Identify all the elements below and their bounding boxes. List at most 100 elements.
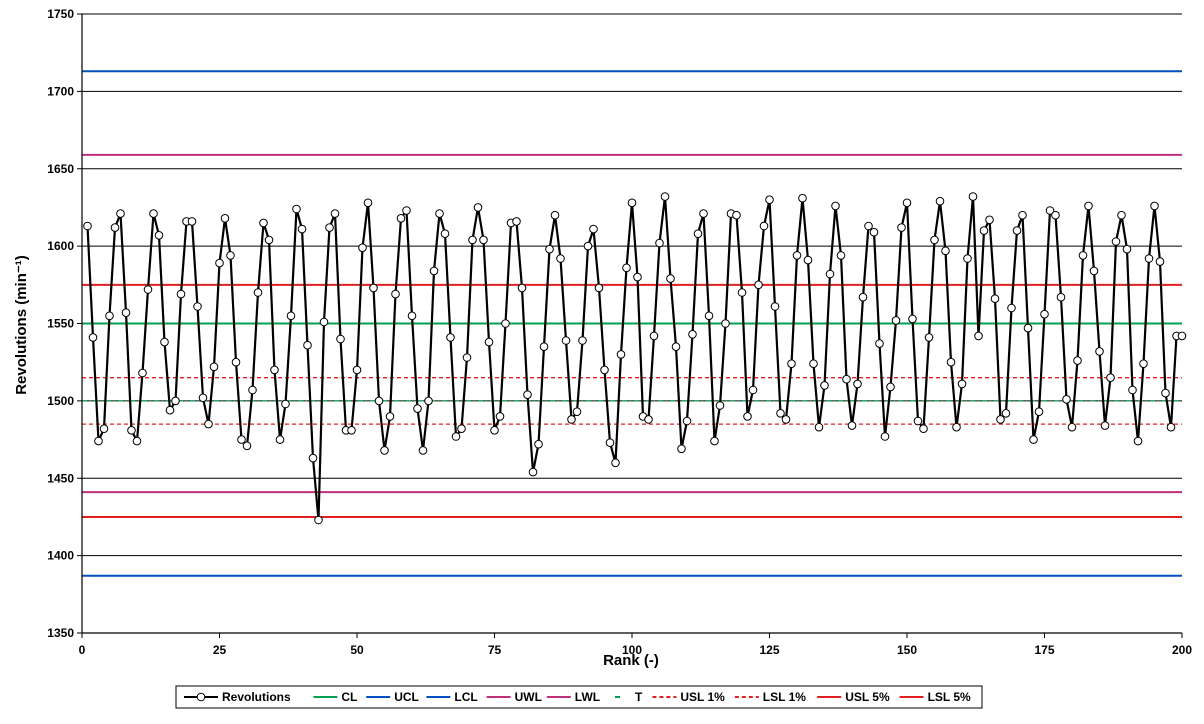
- x-tick-label: 75: [488, 643, 502, 657]
- revolutions-point: [330, 209, 340, 218]
- revolutions-point: [209, 362, 219, 372]
- revolutions-point: [127, 426, 136, 435]
- revolutions-point: [688, 330, 697, 339]
- revolutions-point: [193, 302, 202, 311]
- revolutions-point: [187, 217, 197, 226]
- revolutions-point: [1034, 407, 1044, 417]
- legend-label-cl: CL: [341, 690, 357, 704]
- revolutions-point: [297, 224, 307, 234]
- revolutions-point: [792, 251, 802, 260]
- revolutions-point: [154, 231, 164, 240]
- revolutions-point: [814, 422, 824, 432]
- y-tick-label: 1600: [47, 239, 74, 253]
- revolutions-point: [1018, 210, 1027, 220]
- revolutions-point: [710, 436, 719, 446]
- revolutions-point: [204, 419, 213, 429]
- revolutions-point: [649, 331, 659, 341]
- revolutions-point: [1029, 435, 1038, 444]
- legend-label-lsl-1: LSL 1%: [763, 690, 806, 704]
- revolutions-point: [385, 412, 395, 421]
- revolutions-point: [517, 283, 527, 293]
- revolutions-point: [523, 390, 532, 400]
- revolutions-point: [605, 438, 615, 448]
- revolutions-point: [864, 221, 873, 231]
- revolutions-point: [275, 435, 285, 444]
- revolutions-point: [1100, 421, 1110, 430]
- revolutions-point: [468, 235, 477, 245]
- revolutions-point: [231, 357, 241, 367]
- x-tick-label: 50: [350, 643, 364, 657]
- revolutions-point: [847, 421, 857, 430]
- revolutions-point: [1062, 395, 1071, 404]
- revolutions-point: [374, 396, 384, 406]
- revolutions-point: [1084, 201, 1093, 211]
- revolutions-point: [743, 412, 752, 421]
- revolutions-point: [237, 435, 246, 444]
- y-tick-label: 1750: [47, 7, 74, 21]
- revolutions-point: [600, 365, 609, 375]
- revolutions-point: [858, 292, 868, 302]
- legend-label-ucl: UCL: [394, 690, 419, 704]
- y-tick-label: 1700: [47, 84, 74, 98]
- revolutions-point: [820, 381, 829, 390]
- revolutions-point: [611, 458, 620, 468]
- revolutions-point: [253, 288, 263, 297]
- revolutions-point: [1144, 254, 1154, 263]
- revolutions-point: [776, 409, 785, 418]
- revolutions-point: [732, 210, 741, 220]
- revolutions-point: [501, 319, 510, 328]
- revolutions-point: [622, 263, 631, 273]
- y-axis-title: Revolutions (min⁻¹): [13, 255, 30, 395]
- legend-label-t: T: [635, 690, 643, 704]
- legend: Revolutions CL UCL LCL UWL LWL T USL 1% LSL 1% US…: [175, 685, 983, 709]
- revolutions-point: [94, 436, 103, 446]
- revolutions-point: [226, 251, 235, 260]
- y-tick-label: 1650: [47, 162, 74, 176]
- y-tick-labels: 1350 1400 1450 1500 1550 1600 1650 1700 1750: [47, 7, 74, 640]
- revolutions-point: [974, 331, 983, 341]
- revolutions-point: [550, 210, 560, 220]
- revolutions-point: [242, 441, 252, 451]
- legend-label-revolutions: Revolutions: [222, 690, 291, 704]
- revolutions-point: [561, 336, 571, 345]
- revolutions-point: [594, 283, 604, 293]
- revolutions-point: [418, 446, 428, 455]
- revolutions-point: [1139, 359, 1148, 369]
- revolutions-point: [1073, 356, 1082, 365]
- revolutions-point: [627, 198, 637, 208]
- revolutions-point: [644, 415, 653, 424]
- revolutions-point: [281, 399, 290, 409]
- revolutions-point: [259, 218, 268, 228]
- legend-box: [175, 685, 983, 709]
- revolutions-point: [1155, 257, 1165, 266]
- revolutions-point: [556, 254, 565, 263]
- revolutions-point: [704, 311, 714, 321]
- legend-label-usl-1: USL 1%: [680, 690, 725, 704]
- revolutions-point: [380, 446, 389, 455]
- revolutions-point: [913, 416, 923, 426]
- revolutions-point: [545, 244, 554, 254]
- revolutions-point: [143, 285, 153, 294]
- revolutions-point: [308, 453, 318, 463]
- y-tick-label: 1500: [47, 394, 74, 408]
- revolutions-point: [369, 283, 378, 293]
- revolutions-point: [836, 251, 846, 260]
- revolutions-point: [633, 272, 642, 282]
- revolutions-point: [825, 269, 835, 279]
- revolutions-point: [930, 235, 939, 245]
- y-tick-label: 1450: [47, 471, 74, 485]
- revolutions-point: [220, 214, 230, 223]
- revolutions-point: [462, 353, 472, 362]
- revolutions-point: [737, 288, 747, 297]
- revolutions-point: [1089, 266, 1099, 276]
- revolutions-point: [996, 415, 1005, 424]
- revolutions-point: [1012, 226, 1022, 235]
- revolutions-point: [116, 209, 125, 218]
- revolutions-point: [457, 424, 466, 434]
- revolutions-point: [215, 258, 224, 268]
- revolutions-point: [952, 422, 961, 432]
- revolutions-point: [831, 201, 840, 211]
- revolutions-point: [677, 444, 686, 454]
- revolutions-point: [347, 426, 356, 435]
- revolutions-point: [473, 203, 483, 212]
